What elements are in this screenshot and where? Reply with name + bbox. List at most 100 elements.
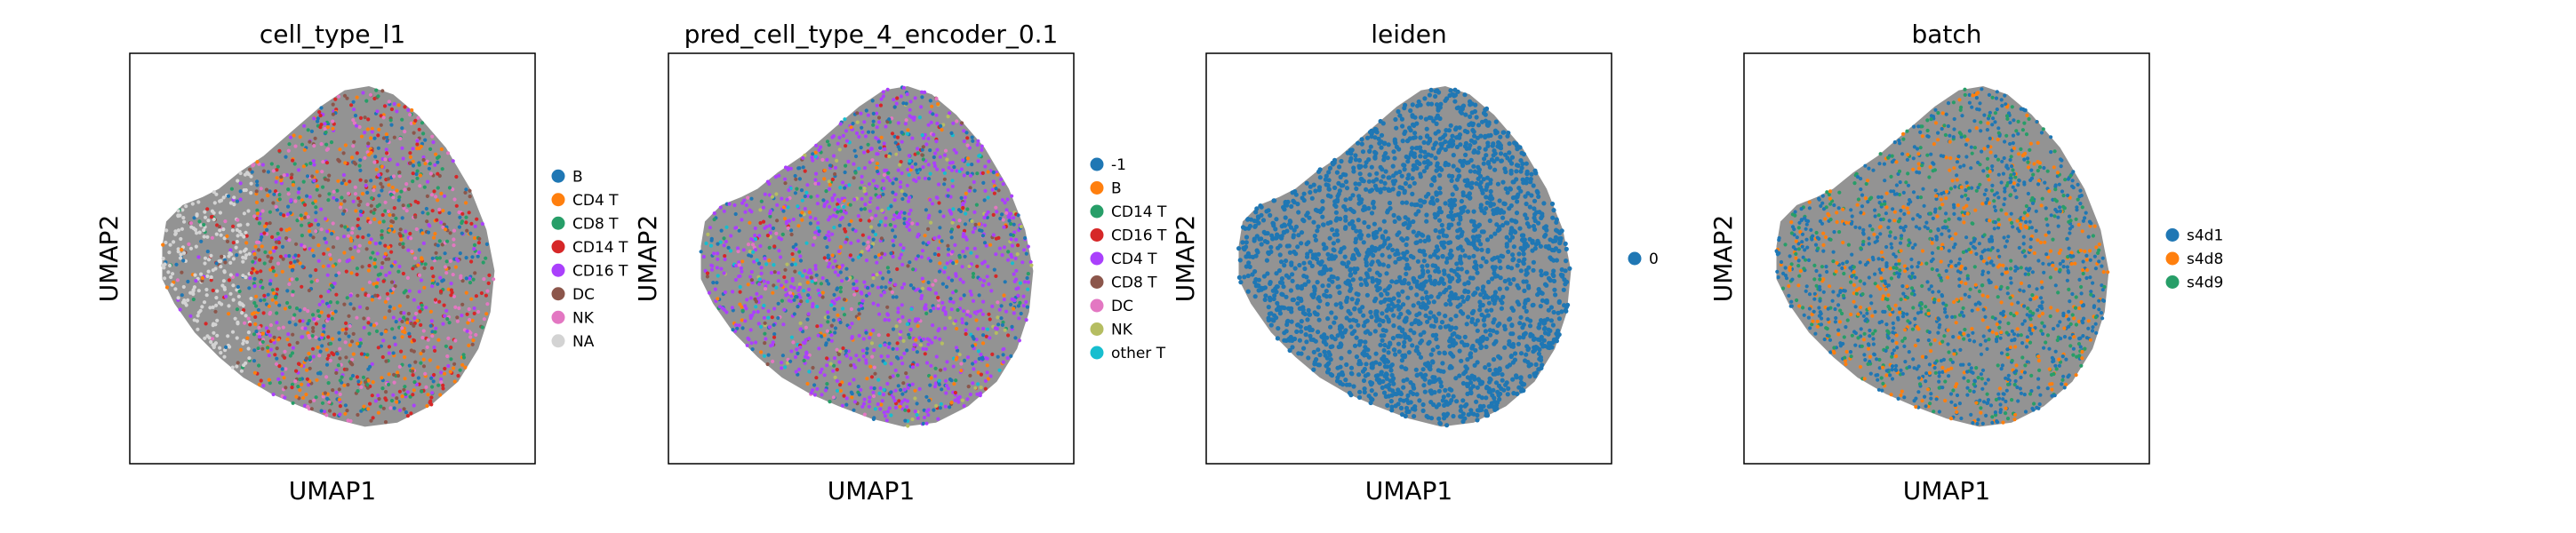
data-point <box>813 281 818 285</box>
data-point <box>943 148 948 153</box>
data-point <box>1386 142 1391 147</box>
data-point <box>1316 362 1322 368</box>
data-point <box>1381 298 1387 304</box>
data-point <box>338 356 342 361</box>
data-point <box>388 309 392 314</box>
legend-marker <box>1090 181 1104 195</box>
data-point <box>1400 289 1405 294</box>
data-point <box>241 303 245 308</box>
data-point <box>418 184 422 188</box>
data-point <box>1426 191 1431 197</box>
data-point <box>945 261 949 266</box>
data-point <box>938 406 942 410</box>
data-point <box>873 371 877 376</box>
data-point <box>875 152 879 156</box>
data-point <box>999 177 1004 181</box>
data-point <box>896 168 900 172</box>
data-point <box>202 222 206 227</box>
data-point <box>857 333 861 338</box>
data-point <box>352 139 356 144</box>
data-point <box>1385 155 1390 161</box>
data-point <box>315 170 319 174</box>
data-point <box>273 296 278 300</box>
data-point <box>266 194 270 198</box>
data-point <box>383 330 388 334</box>
data-point <box>325 356 330 361</box>
data-point <box>407 331 412 336</box>
data-point <box>764 262 769 266</box>
data-point <box>455 319 460 323</box>
data-point <box>699 250 703 254</box>
data-point <box>341 172 346 178</box>
data-point <box>372 160 377 164</box>
data-point <box>841 346 845 351</box>
data-point <box>793 173 797 179</box>
data-point <box>935 147 940 152</box>
data-point <box>928 383 932 387</box>
data-point <box>412 323 416 328</box>
data-point <box>363 155 367 160</box>
data-point <box>882 410 886 415</box>
legend-marker <box>551 263 565 277</box>
data-point <box>1332 185 1338 190</box>
data-point <box>746 195 750 200</box>
data-point <box>794 247 798 251</box>
data-point <box>344 331 348 336</box>
data-point <box>1382 241 1388 247</box>
data-point <box>1005 258 1011 262</box>
data-point <box>246 330 251 335</box>
data-point <box>268 347 274 352</box>
data-point <box>290 172 294 177</box>
data-point <box>252 284 257 289</box>
data-point <box>388 271 392 275</box>
data-point <box>968 289 972 294</box>
data-point <box>1439 222 1444 228</box>
data-point <box>161 243 165 247</box>
data-point <box>387 257 391 261</box>
data-point <box>1271 296 1276 302</box>
data-point <box>257 221 261 226</box>
data-point <box>387 245 391 250</box>
data-point <box>264 326 269 330</box>
data-point <box>1448 248 1453 253</box>
data-point <box>768 223 772 228</box>
data-point <box>967 188 972 193</box>
data-point <box>310 334 315 338</box>
data-point <box>331 119 335 123</box>
data-point <box>350 357 355 362</box>
data-point <box>1331 241 1336 246</box>
data-point <box>1447 298 1452 303</box>
data-point <box>357 227 362 231</box>
data-point <box>1442 244 1447 250</box>
data-point <box>421 157 426 163</box>
data-point <box>404 209 409 213</box>
data-point <box>1245 273 1251 279</box>
data-point <box>827 282 831 286</box>
data-point <box>956 225 961 229</box>
data-point <box>781 205 787 210</box>
data-point <box>329 257 333 261</box>
data-point <box>1236 274 1242 280</box>
data-point <box>439 191 444 195</box>
data-point <box>753 297 757 301</box>
data-point <box>482 277 486 282</box>
data-point <box>293 199 298 203</box>
data-point <box>388 157 392 162</box>
data-point <box>854 279 859 283</box>
data-point <box>1440 398 1445 403</box>
data-point <box>921 145 925 149</box>
data-point <box>338 147 342 152</box>
data-point <box>307 319 311 323</box>
data-point <box>916 362 920 367</box>
data-point <box>1548 318 1554 323</box>
data-point <box>733 211 738 217</box>
data-point <box>892 243 896 248</box>
data-point <box>426 393 430 397</box>
data-point <box>1312 234 1317 239</box>
data-point <box>811 152 815 156</box>
data-point <box>889 251 893 256</box>
data-point <box>803 169 807 173</box>
data-point <box>811 365 815 370</box>
data-point <box>350 231 355 235</box>
data-point <box>729 234 733 238</box>
